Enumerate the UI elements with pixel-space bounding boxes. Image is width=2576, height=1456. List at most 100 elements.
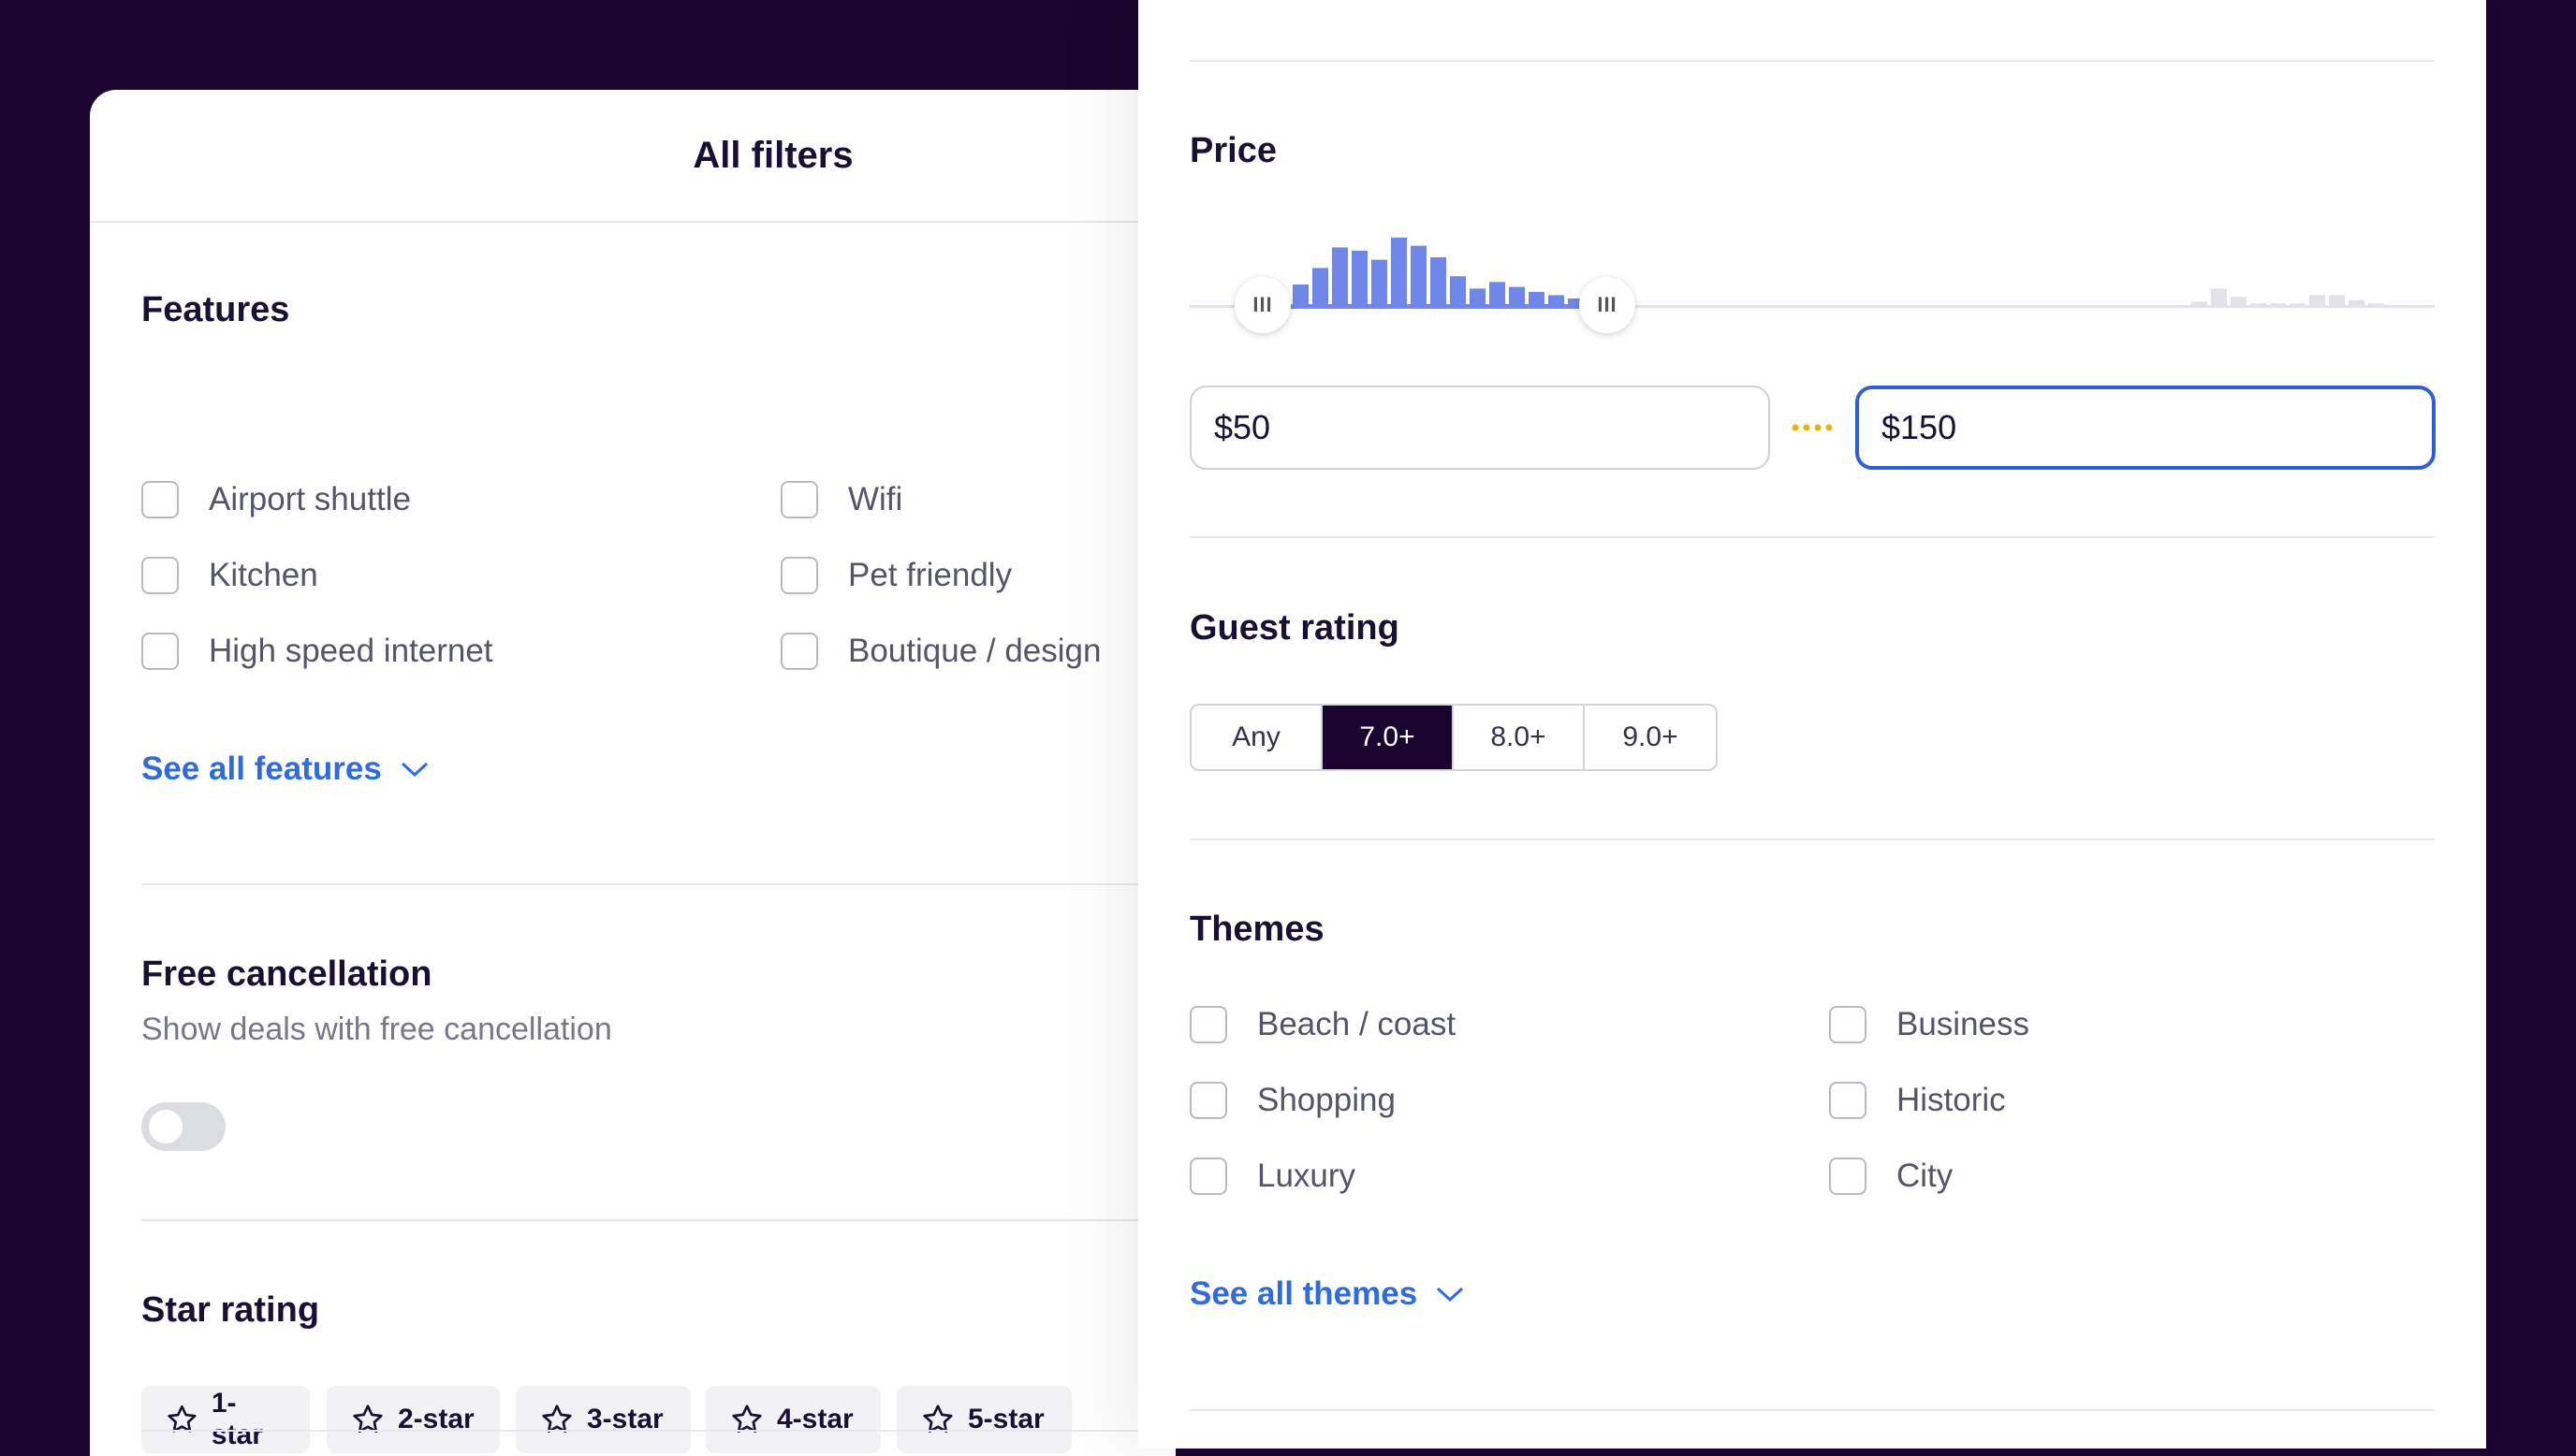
price-bar xyxy=(1509,286,1525,305)
star-4-label: 4-star xyxy=(777,1404,854,1434)
themes-heading: Themes xyxy=(1190,910,1325,949)
price-min-input[interactable]: $50 xyxy=(1190,386,1770,470)
price-max-input[interactable]: $150 xyxy=(1855,386,2436,470)
guest-rating-8[interactable]: 8.0+ xyxy=(1454,706,1585,769)
price-max-handle[interactable]: III xyxy=(1579,277,1635,333)
price-bar-inactive xyxy=(2191,301,2207,305)
price-bar-inactive xyxy=(2231,297,2247,305)
see-all-themes-link[interactable]: See all themes xyxy=(1190,1275,1464,1313)
checkbox-business[interactable] xyxy=(1829,1006,1866,1043)
price-bar xyxy=(1312,268,1328,305)
price-bar xyxy=(1470,288,1486,305)
price-active-range xyxy=(1273,304,1610,309)
guest-rating-selector: Any 7.0+ 8.0+ 9.0+ xyxy=(1190,704,1718,771)
star-1-label: 1-star xyxy=(211,1388,263,1450)
label-business: Business xyxy=(1896,1006,2030,1042)
star-5-button[interactable]: 5-star xyxy=(897,1386,1072,1453)
guest-rating-heading: Guest rating xyxy=(1190,608,1399,648)
checkbox-pet-friendly[interactable] xyxy=(781,557,818,594)
checkbox-airport-shuttle[interactable] xyxy=(141,481,179,518)
price-min-value: $50 xyxy=(1214,408,1271,446)
star-icon xyxy=(923,1405,953,1434)
price-max-value: $150 xyxy=(1881,408,1957,446)
price-bar xyxy=(1548,295,1564,305)
see-all-themes-label: See all themes xyxy=(1190,1275,1418,1312)
guest-rating-7[interactable]: 7.0+ xyxy=(1323,706,1454,769)
label-beach-coast: Beach / coast xyxy=(1257,1006,1456,1042)
price-heading: Price xyxy=(1190,131,1277,170)
label-kitchen: Kitchen xyxy=(209,557,318,593)
star-4-button[interactable]: 4-star xyxy=(706,1386,881,1453)
features-heading: Features xyxy=(141,290,290,329)
price-bar xyxy=(1489,282,1505,305)
star-3-label: 3-star xyxy=(587,1404,664,1434)
price-bar xyxy=(1529,291,1544,305)
price-bar xyxy=(1391,237,1407,305)
checkbox-boutique-design[interactable] xyxy=(781,633,818,670)
price-bar xyxy=(1450,276,1466,305)
see-all-features-label: See all features xyxy=(141,750,382,787)
checkbox-kitchen[interactable] xyxy=(141,557,179,594)
section-divider xyxy=(1190,60,2435,62)
star-icon xyxy=(732,1405,762,1434)
price-min-handle[interactable]: III xyxy=(1235,277,1291,333)
checkbox-historic[interactable] xyxy=(1829,1082,1866,1119)
price-bar-inactive xyxy=(2368,303,2384,305)
star-2-button[interactable]: 2-star xyxy=(327,1386,500,1453)
guest-rating-any[interactable]: Any xyxy=(1192,706,1323,769)
price-bar-inactive xyxy=(2329,295,2345,305)
guest-rating-9[interactable]: 9.0+ xyxy=(1622,721,1678,752)
star-2-label: 2-star xyxy=(398,1404,475,1434)
price-bar-inactive xyxy=(2309,295,2325,305)
star-icon xyxy=(168,1405,197,1433)
price-bar xyxy=(1352,250,1368,305)
label-pet-friendly: Pet friendly xyxy=(848,557,1013,593)
star-icon xyxy=(353,1405,383,1434)
star-icon xyxy=(542,1405,572,1434)
toggle-knob xyxy=(149,1110,183,1143)
price-bar-inactive xyxy=(2290,303,2305,305)
checkbox-wifi[interactable] xyxy=(781,481,818,518)
free-cancellation-toggle[interactable] xyxy=(141,1102,226,1151)
checkbox-city[interactable] xyxy=(1829,1158,1866,1195)
checkbox-high-speed-internet[interactable] xyxy=(141,633,179,670)
label-wifi: Wifi xyxy=(848,481,903,517)
price-bar xyxy=(1371,259,1387,305)
section-divider xyxy=(1190,838,2435,840)
price-track xyxy=(1190,305,2435,308)
price-bar xyxy=(1430,256,1446,305)
price-bar xyxy=(1568,298,1584,305)
see-all-features-link[interactable]: See all features xyxy=(141,750,429,788)
checkbox-shopping[interactable] xyxy=(1190,1082,1227,1119)
label-high-speed-internet: High speed internet xyxy=(209,633,493,669)
star-1-button[interactable]: 1-star xyxy=(141,1386,310,1453)
free-cancellation-subtitle: Show deals with free cancellation xyxy=(141,1012,612,1047)
label-boutique-design: Boutique / design xyxy=(848,633,1102,669)
price-bar-inactive xyxy=(2349,299,2364,305)
checkbox-luxury[interactable] xyxy=(1190,1158,1227,1195)
label-city: City xyxy=(1896,1158,1954,1194)
label-shopping: Shopping xyxy=(1257,1082,1396,1118)
checkbox-beach-coast[interactable] xyxy=(1190,1006,1227,1043)
filters-title: All filters xyxy=(693,135,854,176)
star-rating-heading: Star rating xyxy=(141,1290,320,1330)
star-3-button[interactable]: 3-star xyxy=(516,1386,691,1453)
section-divider xyxy=(141,1430,1176,1432)
star-5-label: 5-star xyxy=(968,1404,1045,1434)
section-divider xyxy=(1190,536,2435,538)
label-luxury: Luxury xyxy=(1257,1158,1356,1194)
section-divider xyxy=(141,1219,1176,1221)
price-bar-inactive xyxy=(2211,288,2227,305)
range-separator-icon xyxy=(1792,424,1833,431)
filters-header: All filters xyxy=(90,90,1176,223)
chevron-down-icon xyxy=(401,762,428,778)
price-histogram xyxy=(1190,237,2435,309)
price-bar-inactive xyxy=(2250,303,2266,305)
price-bar xyxy=(1332,247,1348,305)
label-airport-shuttle: Airport shuttle xyxy=(209,481,411,517)
label-historic: Historic xyxy=(1896,1082,2006,1118)
price-bar-inactive xyxy=(2270,303,2286,305)
section-divider xyxy=(1190,1409,2435,1411)
filters-panel: All filters Features Airport shuttle Kit… xyxy=(90,90,1176,1456)
chevron-down-icon xyxy=(1437,1287,1464,1303)
